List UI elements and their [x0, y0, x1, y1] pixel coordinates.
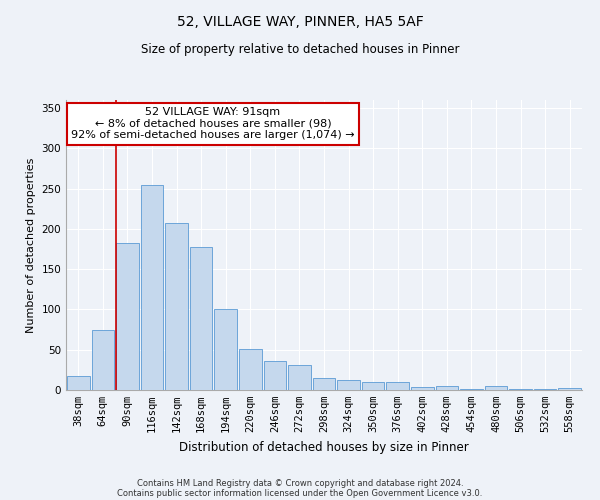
- Bar: [436, 386, 458, 390]
- Bar: [509, 389, 532, 390]
- Bar: [485, 386, 508, 390]
- Bar: [411, 387, 434, 390]
- Bar: [165, 223, 188, 390]
- Bar: [559, 388, 581, 390]
- Bar: [140, 184, 163, 390]
- Bar: [67, 376, 89, 390]
- Bar: [214, 310, 237, 390]
- Text: Size of property relative to detached houses in Pinner: Size of property relative to detached ho…: [141, 42, 459, 56]
- Bar: [386, 382, 409, 390]
- Bar: [116, 242, 139, 390]
- Bar: [288, 365, 311, 390]
- Text: 52, VILLAGE WAY, PINNER, HA5 5AF: 52, VILLAGE WAY, PINNER, HA5 5AF: [176, 15, 424, 29]
- Bar: [92, 330, 114, 390]
- Y-axis label: Number of detached properties: Number of detached properties: [26, 158, 36, 332]
- Bar: [362, 382, 385, 390]
- Bar: [263, 361, 286, 390]
- Text: Contains HM Land Registry data © Crown copyright and database right 2024.: Contains HM Land Registry data © Crown c…: [137, 478, 463, 488]
- Bar: [460, 389, 483, 390]
- Bar: [190, 246, 212, 390]
- Text: 52 VILLAGE WAY: 91sqm
← 8% of detached houses are smaller (98)
92% of semi-detac: 52 VILLAGE WAY: 91sqm ← 8% of detached h…: [71, 108, 355, 140]
- Bar: [534, 389, 556, 390]
- Bar: [239, 349, 262, 390]
- Bar: [313, 378, 335, 390]
- Text: Contains public sector information licensed under the Open Government Licence v3: Contains public sector information licen…: [118, 488, 482, 498]
- X-axis label: Distribution of detached houses by size in Pinner: Distribution of detached houses by size …: [179, 440, 469, 454]
- Bar: [337, 380, 360, 390]
